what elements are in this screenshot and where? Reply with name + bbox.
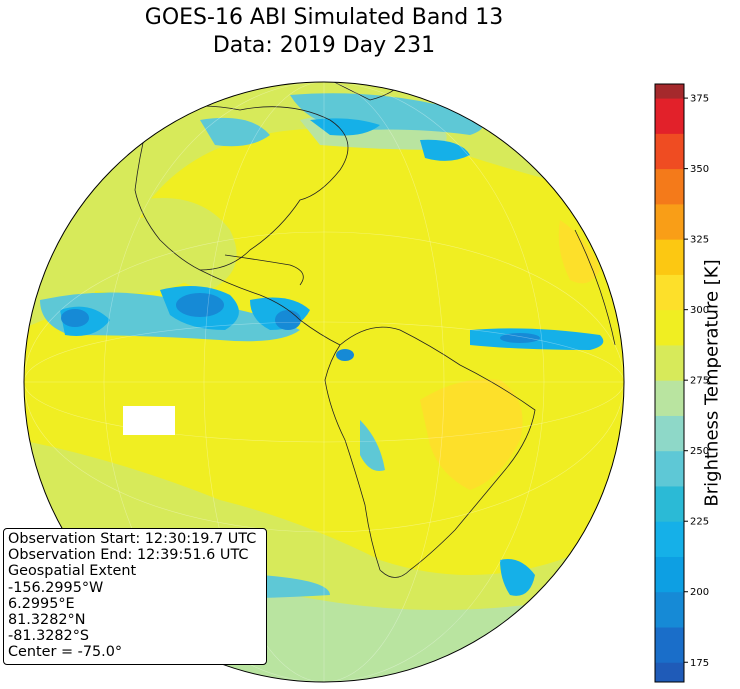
warm-regions <box>420 220 600 490</box>
colorbar-segment <box>655 239 684 275</box>
colorbar-label-text: Brightness Temperature [K] <box>701 259 723 507</box>
colorbar-segment <box>655 84 684 99</box>
colorbar-segment <box>655 662 684 683</box>
coastlines <box>134 82 616 578</box>
colorbar-segment <box>655 168 684 205</box>
colorbar-segment <box>655 344 684 381</box>
colorbar-segment <box>655 556 684 593</box>
colorbar-segment <box>655 591 684 628</box>
colorbar-tick-label: 225 <box>690 517 709 528</box>
extent-south: -81.3282°S <box>8 628 90 645</box>
colorbar-segment <box>655 380 684 416</box>
center-longitude: Center = -75.0° <box>8 644 123 661</box>
colorbar-segment <box>655 626 684 663</box>
colorbar-tick-label: 375 <box>690 94 709 105</box>
colorbar-tick-label: 200 <box>690 587 709 598</box>
colorbar-segment <box>655 309 684 346</box>
colorbar-segment <box>655 415 684 452</box>
extent-west: -156.2995°W <box>8 579 104 596</box>
colorbar-segment <box>655 485 684 522</box>
colorbar-tick-label: 325 <box>690 235 709 246</box>
extent-north: 81.3282°N <box>8 612 86 629</box>
colorbar-segment <box>655 521 684 557</box>
colorbar-tick-label: 300 <box>690 305 709 316</box>
extent-east: 6.2995°E <box>8 595 75 612</box>
observation-info-box: Observation Start: 12:30:19.7 UTC Observ… <box>3 528 267 665</box>
map-title-line2: Data: 2019 Day 231 <box>212 33 436 58</box>
map-title-line1: GOES-16 ABI Simulated Band 13 <box>144 5 504 30</box>
missing-data-patch <box>123 406 175 435</box>
colorbar-segment <box>655 274 684 311</box>
colorbar-frame <box>654 83 685 683</box>
geospatial-extent-label: Geospatial Extent <box>8 563 137 580</box>
colorbar-tick-label: 175 <box>690 658 709 669</box>
graticule <box>24 82 624 682</box>
globe-imagery <box>24 82 624 682</box>
colorbar-tick-label: 275 <box>690 376 709 387</box>
colorbar-segment <box>655 450 684 487</box>
colorbar-segments <box>655 84 684 683</box>
colorbar-ticks: 175 200 225 250 275 300 325 350 375 <box>684 94 709 669</box>
observation-end: Observation End: 12:39:51.6 UTC <box>8 547 249 564</box>
colorbar-tick-label: 350 <box>690 164 709 175</box>
colorbar-segment <box>655 98 684 134</box>
globe-outline <box>23 81 625 683</box>
colorbar-segment <box>655 203 684 240</box>
observation-start: Observation Start: 12:30:19.7 UTC <box>8 531 257 547</box>
colorbar-tick-label: 250 <box>690 446 709 457</box>
colorbar-segment <box>655 133 684 170</box>
